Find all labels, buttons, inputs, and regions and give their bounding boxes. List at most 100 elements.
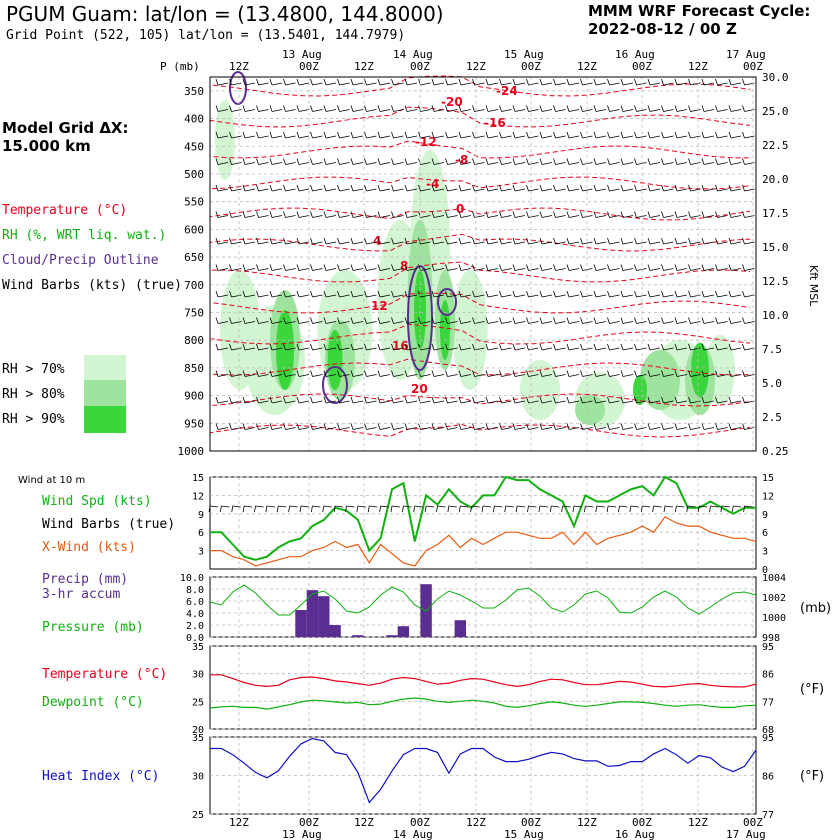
wind-barb [215, 211, 229, 218]
surface-wind-barb [674, 505, 685, 513]
wind-barb [458, 370, 472, 377]
wind-barb [566, 211, 580, 218]
wind-barb [296, 317, 310, 324]
wind-barb [701, 290, 715, 298]
wind-barb [323, 184, 337, 192]
temperature-contour-label: -12 [415, 135, 437, 149]
pressure-tick-label: 450 [184, 140, 204, 153]
wind-barb [728, 78, 742, 86]
wind-barb [607, 184, 620, 192]
wind-barb [458, 423, 472, 430]
time-hour-label-bottom: 00Z [521, 816, 541, 829]
wind-barb [283, 290, 296, 298]
wind-barb [580, 343, 593, 351]
wind-barb [431, 105, 445, 112]
wind-barb [296, 131, 310, 139]
wind-barb [661, 317, 674, 324]
wind-barb [485, 105, 499, 112]
wind-barb [269, 131, 283, 139]
wind-barb [499, 211, 512, 218]
wind-barb [553, 237, 566, 245]
wind-barb [404, 343, 418, 351]
wind-barb [229, 290, 242, 298]
wind-barb [620, 131, 634, 139]
time-date-label-bottom: 17 Aug [726, 828, 766, 840]
surface-wind-barb [367, 505, 378, 513]
wind-barb [620, 290, 634, 298]
temperature-isotherm [209, 75, 751, 97]
rh-region [452, 270, 488, 390]
surface-wind-barb [561, 505, 571, 513]
surface-wind-barb [276, 505, 287, 513]
wind-barb [404, 264, 418, 271]
wind-barb [242, 396, 256, 404]
grid-point-subtitle: Grid Point (522, 105) lat/lon = (13.5401… [6, 28, 406, 43]
legend-xwind: X-Wind (kts) [42, 540, 136, 555]
kft-tick-label: 25.0 [762, 105, 789, 118]
wind-barb [688, 264, 701, 271]
wind-barb [445, 423, 458, 430]
wind-barb [256, 184, 269, 192]
wind-barb [242, 290, 256, 298]
kft-tick-label: 15.0 [762, 241, 789, 254]
temperature-isotherm [209, 424, 751, 438]
wind-barb [229, 78, 242, 86]
wind-barb [391, 158, 404, 165]
wind-barb [391, 237, 404, 245]
wind-barb [634, 131, 647, 139]
wind-barb [526, 317, 539, 324]
wind-barb [526, 131, 539, 139]
wind-barb [661, 264, 674, 271]
kft-tick-label: 30.0 [762, 71, 789, 84]
wind-barb [553, 184, 566, 192]
wind-barb [242, 317, 256, 324]
legend-heat-index: Heat Index (°C) [42, 769, 160, 784]
wind-barb [512, 158, 526, 165]
wind-barb [242, 237, 256, 245]
precip-bar [329, 625, 341, 637]
wind-barb [337, 131, 350, 139]
time-hour-label-bottom: 12Z [354, 816, 374, 829]
wind-barb [674, 237, 688, 245]
wind-barb [364, 131, 377, 139]
kft-tick-label: 0.25 [762, 445, 789, 458]
surface-wind-barb [629, 505, 639, 513]
wind-barb [283, 158, 296, 165]
forecast-cycle-label: MMM WRF Forecast Cycle: [588, 2, 811, 20]
wind-barb [310, 131, 323, 139]
wind-barb [661, 423, 674, 430]
wind-barb [512, 131, 526, 139]
wind-barb [593, 184, 607, 192]
pressure-tick-label: 950 [184, 417, 204, 430]
wind-barb [404, 211, 418, 218]
wind-barb [364, 78, 377, 86]
wind-barb [242, 423, 256, 430]
wind-barb [634, 105, 647, 112]
temperature-isotherm [209, 358, 751, 376]
time-date-label-top: 14 Aug [393, 48, 433, 61]
wind-barb [539, 317, 553, 324]
wind-barb [431, 158, 445, 165]
surface-wind-barb [492, 505, 503, 513]
wind-barb [283, 211, 296, 218]
wind-barb [728, 184, 742, 192]
wind-barb [310, 184, 323, 192]
wind-barb [566, 264, 580, 271]
wind-barb [620, 184, 634, 192]
temperature-isotherm [209, 233, 751, 252]
wind-barb [310, 343, 323, 351]
wind-barb [647, 396, 661, 404]
wind-barb [445, 343, 458, 351]
wind-barb [323, 78, 337, 86]
wind-barb [323, 237, 337, 245]
surface-wind-barb [527, 505, 537, 513]
wind-barb [715, 264, 728, 271]
wind-barb [215, 105, 229, 112]
temperature-isotherm [209, 292, 751, 314]
wind-barb [485, 317, 499, 324]
wind-barb [512, 317, 526, 324]
precip-panel-tick-label: 4.0 [186, 609, 204, 620]
time-date-label-top: 17 Aug [726, 48, 766, 61]
legend-pressure: Pressure (mb) [42, 620, 144, 635]
wind-barb [283, 105, 296, 112]
